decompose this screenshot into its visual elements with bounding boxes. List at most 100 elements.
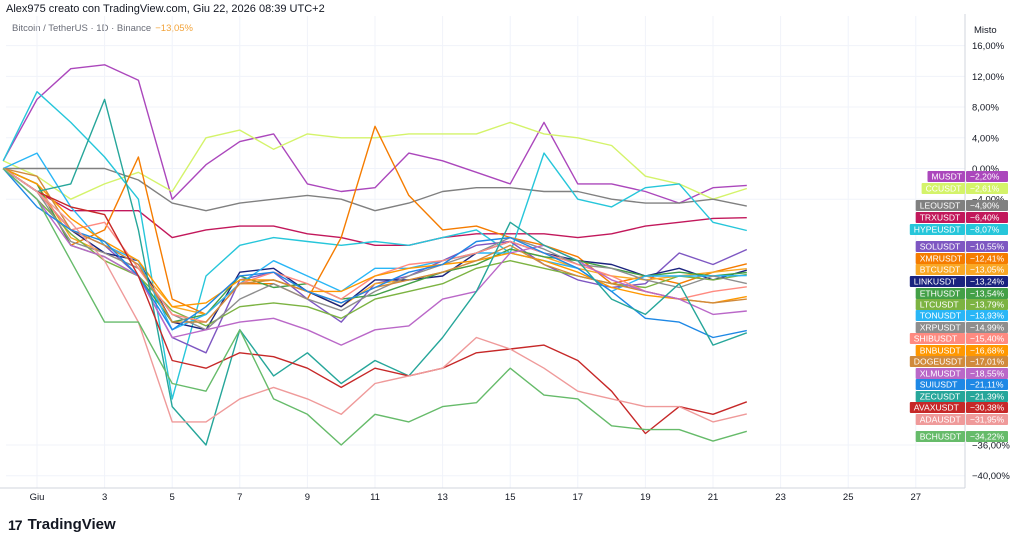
x-tick-label: 3: [102, 492, 107, 503]
badge-value-text: −18,55%: [970, 369, 1005, 379]
badge-name-bg: [909, 276, 965, 287]
badge-value-text: −15,40%: [970, 334, 1005, 344]
badge-value-text: −30,38%: [970, 403, 1005, 413]
badge-name-text: DOGEUSDT: [914, 357, 963, 367]
badge-name-bg: [915, 391, 965, 402]
brand-name: TradingView: [27, 516, 116, 533]
badge-value-text: −2,61%: [970, 184, 1000, 194]
badge-tonusdt: TONUSDT −13,93%: [915, 310, 1008, 321]
badge-value-text: −21,39%: [970, 392, 1005, 402]
badge-bnbusdt: BNBUSDT −16,68%: [915, 345, 1008, 356]
time-scale: Giu 3 5 7 9 11 13 15 17 19 21 23 25 27: [0, 487, 965, 503]
y-tick-label: 0,00%: [972, 164, 999, 175]
badge-ccusdt: CCUSDT −2,61%: [921, 183, 1008, 194]
badge-avaxusdt: AVAXUSDT −30,38%: [909, 402, 1008, 413]
badge-bchusdt: BCHUSDT −34,22%: [915, 431, 1008, 442]
badge-value-bg: [966, 200, 1008, 211]
tv-mark-icon: 17: [8, 516, 23, 533]
series-line-avaxusdt: [2, 167, 748, 435]
badge-name-text: ZECUSDT: [920, 392, 961, 402]
badge-value-text: −17,01%: [970, 357, 1005, 367]
badge-name-bg: [909, 356, 965, 367]
badge-name-bg: [915, 310, 965, 321]
badge-value-text: −34,22%: [970, 432, 1005, 442]
badge-value-bg: [966, 183, 1008, 194]
x-tick-label: Giu: [30, 492, 45, 503]
tradingview-logo: 17 TradingView: [8, 516, 116, 533]
series-line-suiusdt: [2, 168, 747, 339]
series-line-trxusdt: [2, 167, 747, 247]
badge-value-bg: [966, 414, 1008, 425]
badge-value-bg: [966, 333, 1008, 344]
series-line-ltcusdt: [2, 167, 747, 327]
grid-lines: [6, 16, 965, 488]
badge-dogeusdt: DOGEUSDT −17,01%: [909, 356, 1008, 367]
badge-solusdt: SOLUSDT −10,55%: [915, 241, 1008, 252]
badge-value-bg: [966, 171, 1008, 182]
badge-xmrusdt: XMRUSDT −12,41%: [915, 253, 1008, 264]
badge-value-bg: [966, 276, 1008, 287]
badge-value-text: −13,05%: [970, 265, 1005, 275]
x-tick-label: 27: [911, 492, 922, 503]
y-tick-label: 16,00%: [972, 41, 1005, 52]
badge-name-text: XRPUSDT: [920, 323, 962, 333]
y-tick-label: 4,00%: [972, 133, 999, 144]
badge-value-text: −13,79%: [970, 300, 1005, 310]
badge-value-text: −16,68%: [970, 346, 1005, 356]
badge-name-text: CCUSDT: [926, 184, 963, 194]
symbol-title: Bitcoin / TetherUS · 1D · Binance −13,05%: [12, 23, 193, 34]
y-tick-label: 8,00%: [972, 103, 999, 114]
badge-name-bg: [915, 322, 965, 333]
badge-name-text: ADAUSDT: [920, 415, 962, 425]
series-lines: [2, 64, 748, 446]
badge-name-bg: [909, 333, 965, 344]
badge-value-bg: [966, 299, 1008, 310]
x-tick-label: 7: [237, 492, 242, 503]
badge-name-text: XLMUSDT: [920, 369, 962, 379]
badge-name-bg: [909, 402, 965, 413]
badge-name-text: BNBUSDT: [920, 346, 962, 356]
badge-zecusdt: ZECUSDT −21,39%: [915, 391, 1008, 402]
badge-value-bg: [966, 264, 1008, 275]
badge-name-bg: [915, 431, 965, 442]
badge-adausdt: ADAUSDT −31,95%: [915, 414, 1008, 425]
badge-name-bg: [915, 288, 965, 299]
badge-value-text: −8,07%: [970, 225, 1000, 235]
badge-name-text: LINKUSDT: [914, 277, 957, 287]
badge-name-text: LTCUSDT: [920, 300, 960, 310]
badge-name-text: MUSDT: [932, 172, 963, 182]
x-tick-label: 23: [775, 492, 786, 503]
badge-value-text: −12,41%: [970, 254, 1005, 264]
badge-name-text: SOLUSDT: [920, 242, 961, 252]
series-line-musdt: [2, 64, 747, 204]
badge-value-bg: [966, 431, 1008, 442]
x-tick-label: 21: [708, 492, 719, 503]
badge-leousdt: LEOUSDT −4,90%: [915, 200, 1008, 211]
badge-value-text: −10,55%: [970, 242, 1005, 252]
badge-value-bg: [966, 253, 1008, 264]
badge-value-bg: [966, 402, 1008, 413]
badge-xlmusdt: XLMUSDT −18,55%: [915, 368, 1008, 379]
x-tick-label: 13: [437, 492, 448, 503]
badge-name-bg: [915, 345, 965, 356]
series-line-bchusdt: [2, 167, 747, 446]
badge-value-bg: [966, 288, 1008, 299]
x-tick-label: 19: [640, 492, 651, 503]
badge-name-bg: [915, 200, 965, 211]
series-line-zecusdt: [2, 98, 748, 446]
badge-name-bg: [915, 264, 965, 275]
badge-name-text: LEOUSDT: [920, 201, 961, 211]
badge-shibusdt: SHIBUSDT −15,40%: [909, 333, 1008, 344]
badge-ltcusdt: LTCUSDT −13,79%: [915, 299, 1008, 310]
chart-svg[interactable]: Misto16,00%12,00%8,00%4,00%0,00%−4,00%−3…: [0, 0, 1024, 510]
badge-name-text: HYPEUSDT: [914, 225, 962, 235]
badge-name-bg: [915, 414, 965, 425]
badge-hypeusdt: HYPEUSDT −8,07%: [909, 224, 1008, 235]
badge-value-text: −13,24%: [970, 277, 1005, 287]
badge-name-text: ETHUSDT: [920, 289, 961, 299]
badge-value-bg: [966, 356, 1008, 367]
badge-musdt: MUSDT −2,20%: [927, 171, 1008, 182]
badge-value-text: −4,90%: [970, 201, 1000, 211]
badge-name-text: XMRUSDT: [920, 254, 963, 264]
badge-name-bg: [915, 368, 965, 379]
